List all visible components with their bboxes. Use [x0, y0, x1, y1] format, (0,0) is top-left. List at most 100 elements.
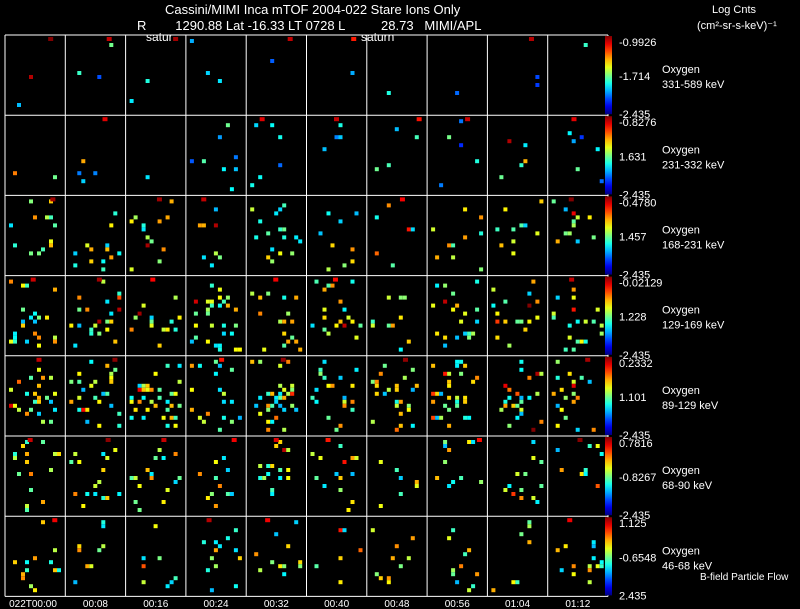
count-pixel — [101, 452, 106, 456]
count-pixel — [274, 415, 279, 420]
count-pixel — [495, 227, 500, 232]
count-pixel — [294, 339, 299, 344]
count-pixel — [177, 315, 182, 320]
count-pixel — [599, 331, 604, 336]
count-pixel — [322, 287, 327, 292]
count-pixel — [36, 357, 42, 362]
count-pixel — [398, 295, 403, 300]
count-pixel — [262, 347, 267, 352]
planet-label: saturn — [361, 30, 395, 44]
count-pixel — [53, 568, 57, 573]
count-pixel — [599, 564, 604, 569]
count-pixel — [559, 468, 564, 472]
count-pixel — [322, 484, 327, 488]
count-pixel — [141, 556, 146, 561]
colorbar-max-label: -0.8276 — [619, 117, 656, 129]
count-pixel — [406, 403, 411, 408]
count-pixel — [527, 291, 532, 296]
count-pixel — [443, 371, 448, 376]
time-tick-label: 00:48 — [384, 599, 409, 609]
colorbar — [605, 36, 612, 115]
count-pixel — [217, 255, 222, 260]
count-pixel — [571, 383, 576, 388]
count-pixel — [447, 484, 452, 488]
count-pixel — [286, 311, 291, 316]
count-pixel — [431, 415, 436, 420]
count-pixel — [37, 383, 41, 388]
count-pixel — [455, 363, 460, 368]
count-pixel — [326, 211, 331, 216]
count-pixel — [101, 544, 106, 549]
count-pixel — [117, 423, 122, 428]
count-pixel — [49, 419, 53, 424]
count-pixel — [29, 488, 33, 492]
count-pixel — [342, 323, 347, 328]
count-pixel — [109, 319, 114, 324]
count-pixel — [394, 399, 399, 404]
count-pixel — [435, 255, 440, 260]
count-pixel — [93, 395, 98, 400]
count-pixel — [129, 476, 134, 480]
count-pixel — [503, 383, 508, 388]
count-pixel — [386, 91, 391, 95]
count-pixel — [141, 580, 146, 585]
count-pixel — [177, 403, 182, 408]
count-pixel — [535, 500, 540, 504]
count-pixel — [571, 139, 576, 144]
count-pixel — [205, 71, 210, 75]
count-pixel — [491, 588, 496, 593]
count-pixel — [201, 419, 206, 424]
count-pixel — [213, 540, 218, 545]
count-pixel — [386, 163, 391, 168]
count-pixel — [507, 387, 512, 392]
count-pixel — [595, 564, 600, 569]
count-pixel — [225, 123, 230, 128]
count-pixel — [338, 580, 343, 585]
count-pixel — [157, 556, 162, 561]
count-pixel — [137, 508, 142, 512]
count-pixel — [29, 315, 33, 320]
count-pixel — [322, 147, 327, 152]
count-pixel — [563, 544, 568, 549]
count-pixel — [231, 438, 237, 442]
count-pixel — [535, 299, 540, 304]
count-pixel — [69, 399, 74, 404]
species-label: Oxygen — [662, 545, 700, 557]
count-pixel — [89, 331, 94, 336]
count-pixel — [266, 419, 271, 424]
count-pixel — [21, 444, 25, 448]
count-pixel — [105, 438, 111, 442]
count-pixel — [287, 37, 293, 41]
count-pixel — [567, 518, 573, 523]
count-pixel — [73, 492, 78, 496]
count-pixel — [282, 564, 287, 569]
count-pixel — [507, 423, 512, 428]
count-pixel — [105, 299, 110, 304]
count-pixel — [30, 277, 36, 282]
count-pixel — [270, 492, 275, 496]
count-pixel — [527, 319, 532, 324]
count-pixel — [511, 239, 516, 244]
count-pixel — [326, 283, 331, 288]
count-pixel — [314, 387, 319, 392]
count-pixel — [451, 291, 456, 296]
count-pixel — [515, 415, 520, 420]
count-pixel — [25, 508, 29, 512]
count-pixel — [451, 568, 456, 573]
count-pixel — [229, 399, 234, 404]
count-pixel — [221, 415, 226, 420]
count-pixel — [527, 395, 532, 400]
count-pixel — [81, 387, 86, 392]
count-pixel — [93, 171, 98, 176]
count-pixel — [41, 419, 45, 424]
count-pixel — [286, 339, 291, 344]
count-pixel — [519, 411, 524, 416]
count-pixel — [587, 564, 592, 569]
count-pixel — [555, 359, 560, 364]
count-pixel — [169, 415, 174, 420]
count-pixel — [334, 323, 339, 328]
count-pixel — [332, 277, 338, 282]
count-pixel — [374, 167, 379, 172]
count-pixel — [156, 197, 162, 202]
count-pixel — [511, 403, 516, 408]
